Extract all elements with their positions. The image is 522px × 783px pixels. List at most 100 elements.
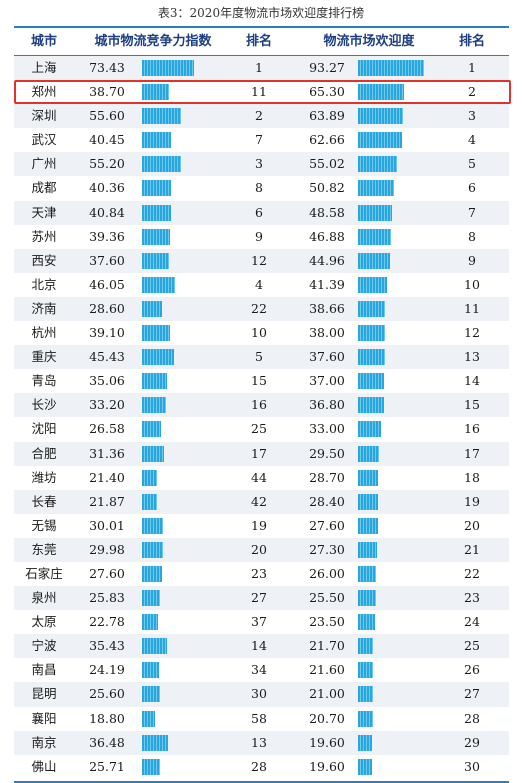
table-row: 潍坊 21.40 44 28.70 18 [14, 466, 509, 490]
popularity-bar [358, 710, 373, 727]
table-row: 济南 28.60 22 38.66 11 [14, 296, 509, 322]
table-row: 成都 40.36 8 50.82 6 [14, 176, 509, 200]
table-bottom-rule [14, 781, 509, 783]
popularity-score: 41.39 [309, 276, 345, 292]
competitiveness-index: 46.05 [89, 276, 125, 292]
popularity-bar [358, 445, 379, 462]
index-bar [142, 565, 162, 582]
index-rank: 11 [251, 84, 267, 100]
popularity-rank: 1 [468, 60, 476, 75]
table-row: 沈阳 26.58 25 33.00 16 [14, 417, 509, 441]
header-index: 城市物流竞争力指数 [94, 34, 212, 49]
index-rank: 23 [251, 565, 267, 581]
index-bar [142, 493, 158, 510]
index-rank: 5 [255, 349, 263, 365]
index-bar [142, 60, 194, 76]
index-rank: 25 [251, 421, 267, 437]
popularity-bar [358, 180, 394, 197]
city-name: 广州 [31, 156, 57, 172]
index-bar [142, 662, 160, 679]
popularity-bar [358, 276, 388, 293]
index-rank: 10 [251, 325, 267, 341]
table-row: 天津 40.84 6 48.58 7 [14, 200, 509, 225]
table-row: 宁波 35.43 14 21.70 25 [14, 634, 509, 659]
table-row: 无锡 30.01 19 27.60 20 [14, 514, 509, 538]
popularity-rank: 27 [464, 686, 480, 702]
table-row: 佛山 25.71 28 19.60 30 [14, 755, 509, 779]
popularity-score: 62.66 [309, 132, 345, 148]
popularity-bar [358, 108, 404, 125]
index-rank: 12 [251, 252, 267, 268]
popularity-score: 21.00 [309, 686, 345, 702]
popularity-bar [358, 565, 377, 582]
city-name: 泉州 [31, 590, 57, 606]
competitiveness-index: 39.10 [89, 325, 125, 341]
city-name: 南昌 [31, 662, 57, 678]
index-rank: 17 [251, 445, 267, 461]
popularity-score: 36.80 [309, 397, 345, 413]
city-name: 长沙 [31, 397, 57, 413]
popularity-score: 20.70 [309, 710, 345, 726]
table-row: 北京 46.05 4 41.39 10 [14, 273, 509, 297]
popularity-score: 19.60 [309, 758, 345, 774]
index-bar [142, 421, 161, 438]
competitiveness-index: 24.19 [89, 662, 125, 678]
popularity-rank: 7 [468, 204, 476, 220]
popularity-score: 33.00 [309, 421, 345, 437]
index-rank: 22 [251, 300, 267, 316]
city-name: 昆明 [31, 686, 57, 702]
index-rank: 27 [251, 590, 267, 606]
table-row: 青岛 35.06 15 37.00 14 [14, 369, 509, 393]
popularity-bar [358, 662, 374, 679]
popularity-bar [358, 60, 424, 76]
index-rank: 37 [251, 614, 267, 630]
popularity-rank: 18 [464, 469, 480, 485]
city-name: 襄阳 [31, 710, 57, 726]
index-bar [142, 228, 170, 245]
popularity-score: 23.50 [309, 614, 345, 630]
city-name: 佛山 [31, 758, 57, 774]
city-name: 郑州 [31, 84, 57, 100]
popularity-score: 44.96 [309, 252, 345, 268]
index-rank: 1 [255, 60, 263, 75]
competitiveness-index: 40.84 [89, 204, 125, 220]
index-bar [142, 638, 168, 655]
popularity-score: 65.30 [309, 84, 345, 100]
table-row: 西安 37.60 12 44.96 9 [14, 248, 509, 273]
popularity-rank: 17 [464, 445, 480, 461]
popularity-rank: 30 [464, 758, 480, 774]
popularity-score: 38.66 [309, 300, 345, 316]
index-rank: 28 [251, 758, 267, 774]
index-bar [142, 445, 165, 462]
index-rank: 30 [251, 686, 267, 702]
popularity-score: 37.00 [309, 373, 345, 389]
competitiveness-index: 21.87 [89, 493, 125, 509]
popularity-bar [358, 204, 393, 221]
city-name: 上海 [31, 60, 57, 75]
index-bar [142, 300, 163, 317]
popularity-bar [358, 517, 378, 534]
city-name: 宁波 [31, 638, 57, 654]
index-rank: 8 [255, 180, 263, 196]
competitiveness-index: 33.20 [89, 397, 125, 413]
popularity-bar [358, 156, 397, 173]
table-row: 重庆 45.43 5 37.60 13 [14, 345, 509, 370]
popularity-score: 21.70 [309, 638, 345, 654]
popularity-bar [358, 252, 390, 269]
city-name: 石家庄 [25, 565, 63, 581]
index-rank: 20 [251, 541, 267, 557]
popularity-rank: 21 [464, 541, 480, 557]
competitiveness-index: 37.60 [89, 252, 125, 268]
table-row: 东莞 29.98 20 27.30 21 [14, 537, 509, 562]
city-name: 长春 [31, 493, 57, 509]
header-rank2: 排名 [458, 34, 485, 49]
popularity-rank: 26 [464, 662, 480, 678]
table-row: 苏州 39.36 9 46.88 8 [14, 225, 509, 249]
city-name: 深圳 [31, 108, 57, 124]
table-row: 武汉 40.45 7 62.66 4 [14, 128, 509, 152]
header-rank1: 排名 [245, 34, 272, 49]
popularity-bar [358, 84, 405, 101]
competitiveness-index: 35.06 [89, 373, 125, 389]
popularity-bar [358, 300, 386, 317]
index-bar [142, 734, 168, 751]
